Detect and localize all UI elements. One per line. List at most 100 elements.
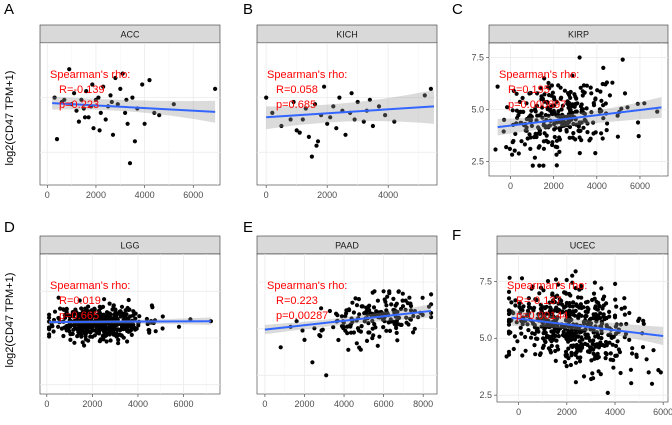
data-point xyxy=(603,351,608,356)
data-point xyxy=(375,343,380,348)
data-point xyxy=(72,323,77,329)
data-point xyxy=(572,92,577,97)
regression-line xyxy=(511,316,664,337)
data-point xyxy=(615,113,620,118)
data-point xyxy=(125,121,130,126)
annotation-p: p=0.665 xyxy=(59,310,99,322)
data-point xyxy=(120,71,125,76)
facet-title: UCEC xyxy=(570,241,596,251)
data-point xyxy=(502,117,507,122)
data-point xyxy=(127,161,133,166)
data-point xyxy=(599,286,604,291)
data-point xyxy=(506,319,512,325)
data-point xyxy=(512,334,518,339)
data-point xyxy=(422,93,427,98)
data-point xyxy=(569,353,574,358)
confidence-band xyxy=(497,97,662,136)
data-point xyxy=(291,99,296,105)
data-point xyxy=(116,341,121,346)
data-point xyxy=(382,297,387,302)
data-point xyxy=(630,346,635,351)
data-point xyxy=(525,313,530,318)
data-point xyxy=(605,390,610,395)
data-point xyxy=(579,313,584,318)
data-point xyxy=(579,335,584,340)
y-tick-label: 7.5 xyxy=(471,53,484,63)
data-point xyxy=(74,108,79,113)
data-point xyxy=(615,339,620,344)
x-tick-label: 6000 xyxy=(653,407,672,417)
data-point xyxy=(574,109,579,114)
data-point xyxy=(208,319,213,324)
data-point xyxy=(546,125,551,130)
data-point xyxy=(564,336,569,341)
data-point xyxy=(493,147,498,152)
data-point xyxy=(90,82,95,87)
data-point xyxy=(554,305,559,310)
data-point xyxy=(400,298,405,303)
data-point xyxy=(314,143,319,148)
data-point xyxy=(124,317,129,322)
data-point xyxy=(137,314,142,319)
data-point xyxy=(264,95,269,100)
data-point xyxy=(591,330,596,335)
panel-letter: D xyxy=(4,219,15,236)
data-point xyxy=(104,339,109,344)
data-point xyxy=(142,121,147,126)
data-point xyxy=(124,97,129,102)
data-point xyxy=(640,345,646,350)
data-point xyxy=(529,123,535,128)
data-point xyxy=(353,296,358,301)
annotation-title: Spearman's rho: xyxy=(267,280,347,292)
data-point xyxy=(602,294,607,299)
data-point xyxy=(550,140,555,145)
data-point xyxy=(573,269,578,274)
data-point xyxy=(540,105,545,110)
data-point xyxy=(317,333,322,338)
data-point xyxy=(110,307,115,312)
data-point xyxy=(532,343,537,348)
data-point xyxy=(517,99,523,104)
data-point xyxy=(591,101,596,106)
data-point xyxy=(577,55,582,60)
data-point xyxy=(641,318,646,323)
data-point xyxy=(558,85,563,90)
data-point xyxy=(320,327,325,332)
data-point xyxy=(47,312,52,317)
data-point xyxy=(590,371,595,376)
data-point xyxy=(119,333,124,338)
data-point xyxy=(622,335,627,340)
data-point xyxy=(76,119,81,124)
data-point xyxy=(588,321,594,326)
data-point xyxy=(119,304,125,309)
data-point xyxy=(556,109,561,114)
x-tick-label: 2000 xyxy=(294,399,314,409)
data-point xyxy=(560,103,566,108)
data-point xyxy=(601,116,606,121)
data-point xyxy=(591,131,596,136)
data-point xyxy=(570,73,575,78)
data-point xyxy=(528,146,533,151)
data-point xyxy=(551,298,556,303)
data-point xyxy=(566,112,572,117)
data-point xyxy=(123,110,128,115)
data-point xyxy=(510,108,515,113)
data-point xyxy=(570,280,575,285)
data-point xyxy=(355,326,361,331)
data-point xyxy=(619,306,624,311)
data-point xyxy=(153,329,158,334)
x-tick-label: 6000 xyxy=(183,190,203,200)
data-point xyxy=(426,304,432,309)
data-point xyxy=(526,301,532,306)
data-point xyxy=(553,358,558,363)
data-point xyxy=(573,286,578,291)
y-axis-label-top: log2(CD47 TPM+1) xyxy=(4,71,16,166)
data-point xyxy=(564,364,569,369)
data-point xyxy=(542,76,547,81)
data-point xyxy=(549,334,555,339)
data-point xyxy=(578,302,584,307)
data-point xyxy=(630,351,635,356)
data-point xyxy=(584,83,590,88)
data-point xyxy=(599,331,604,336)
data-point xyxy=(568,293,573,298)
